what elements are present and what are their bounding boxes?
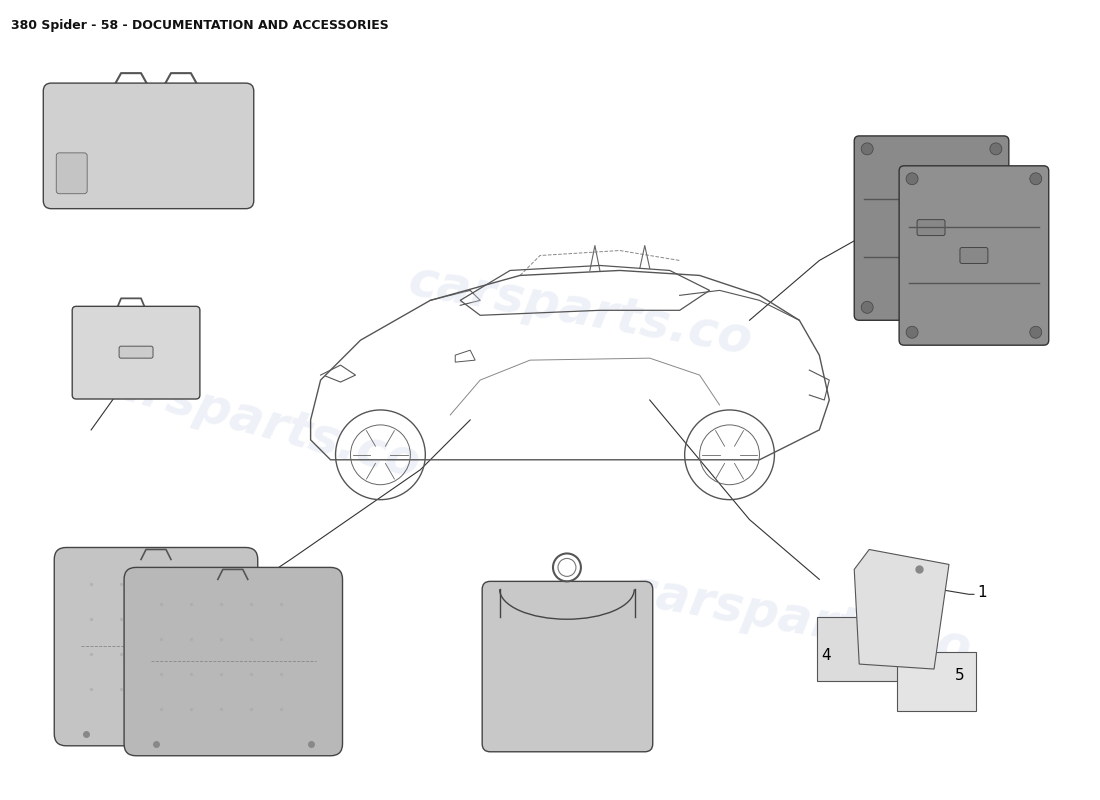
Text: 380 Spider - 58 - DOCUMENTATION AND ACCESSORIES: 380 Spider - 58 - DOCUMENTATION AND ACCE… xyxy=(11,19,389,32)
Circle shape xyxy=(990,302,1002,314)
Text: Ferrari: Ferrari xyxy=(128,146,170,156)
Text: 6: 6 xyxy=(286,672,296,687)
FancyBboxPatch shape xyxy=(917,220,945,235)
FancyBboxPatch shape xyxy=(56,153,87,194)
Polygon shape xyxy=(855,550,949,669)
FancyBboxPatch shape xyxy=(43,83,254,209)
Text: 2: 2 xyxy=(158,351,168,366)
Circle shape xyxy=(861,143,873,155)
FancyBboxPatch shape xyxy=(124,567,342,756)
Circle shape xyxy=(1030,173,1042,185)
Text: carsparts.co: carsparts.co xyxy=(76,352,426,488)
FancyBboxPatch shape xyxy=(119,346,153,358)
Text: 7: 7 xyxy=(992,164,1001,179)
FancyBboxPatch shape xyxy=(960,247,988,263)
Text: carsparts.co: carsparts.co xyxy=(624,566,975,673)
Text: GRICon: GRICon xyxy=(121,366,152,374)
Text: 5: 5 xyxy=(955,667,965,682)
Circle shape xyxy=(906,326,918,338)
Text: 4: 4 xyxy=(822,648,832,662)
FancyBboxPatch shape xyxy=(482,582,652,752)
Text: 3: 3 xyxy=(108,353,118,368)
FancyBboxPatch shape xyxy=(54,547,257,746)
FancyBboxPatch shape xyxy=(855,136,1009,320)
Circle shape xyxy=(906,173,918,185)
FancyBboxPatch shape xyxy=(73,306,200,399)
FancyBboxPatch shape xyxy=(898,652,976,711)
Circle shape xyxy=(990,143,1002,155)
FancyBboxPatch shape xyxy=(899,166,1048,345)
Circle shape xyxy=(861,302,873,314)
Text: carsparts.co: carsparts.co xyxy=(404,257,756,364)
FancyBboxPatch shape xyxy=(817,618,901,681)
Circle shape xyxy=(1030,326,1042,338)
Text: 1: 1 xyxy=(977,585,987,600)
